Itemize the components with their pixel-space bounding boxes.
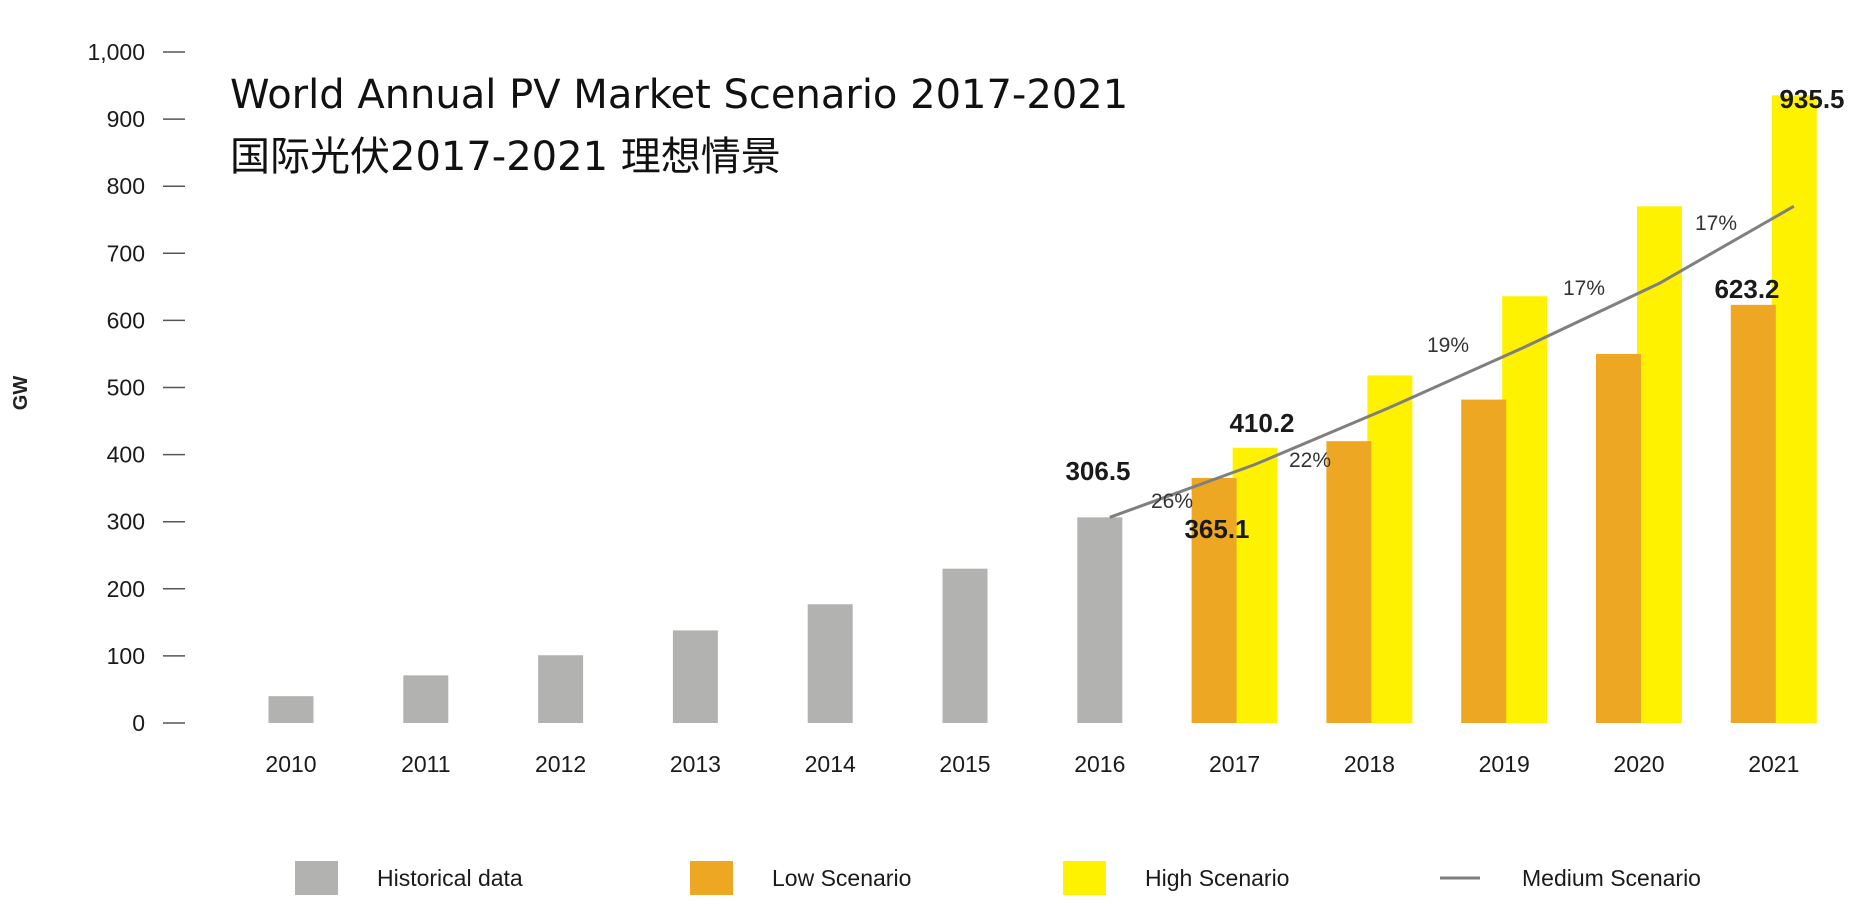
high-scenario-bar: [1502, 296, 1548, 723]
x-tick-label: 2018: [1344, 751, 1395, 777]
y-tick-label: 200: [107, 576, 145, 602]
growth-label: 19%: [1427, 334, 1469, 357]
y-tick-label: 800: [107, 173, 145, 199]
y-axis: 0 100 200 300 400 500 600 700 800 900 1,000: [87, 39, 185, 736]
historical-bar: [1077, 517, 1123, 723]
legend-label: Medium Scenario: [1522, 865, 1701, 891]
x-axis: 2010 2011 2012 2013 2014 2015 2016 2017 2018 2019…: [265, 751, 1799, 777]
historical-bar: [807, 604, 853, 723]
x-tick-label: 2014: [805, 751, 856, 777]
legend-swatch: [1063, 861, 1106, 895]
x-tick-label: 2013: [670, 751, 721, 777]
y-tick-label: 300: [107, 509, 145, 535]
legend-swatch: [295, 861, 338, 895]
historical-bar: [538, 655, 584, 723]
high-scenario-bar: [1637, 206, 1682, 723]
y-tick-label: 100: [107, 643, 145, 669]
low-scenario-bar: [1730, 304, 1776, 723]
x-tick-label: 2021: [1748, 751, 1799, 777]
x-tick-label: 2016: [1074, 751, 1125, 777]
data-label: 306.5: [1065, 456, 1130, 486]
data-label: 623.2: [1714, 274, 1779, 304]
low-scenario-bar: [1461, 399, 1507, 723]
y-tick-label: 500: [107, 375, 145, 401]
data-label: 935.5: [1779, 84, 1844, 114]
historical-bar: [403, 675, 449, 723]
historical-bar: [942, 568, 988, 723]
high-scenario-bar: [1232, 447, 1278, 723]
legend-label: High Scenario: [1145, 865, 1289, 891]
growth-label: 17%: [1563, 277, 1605, 300]
medium-scenario-line-group: [1109, 205, 1795, 519]
x-tick-label: 2012: [535, 751, 586, 777]
high-scenario-bar: [1771, 95, 1817, 724]
x-tick-label: 2017: [1209, 751, 1260, 777]
historical-bar: [672, 630, 718, 723]
x-tick-label: 2011: [401, 751, 450, 777]
chart-title: World Annual PV Market Scenario 2017-202…: [230, 72, 1128, 118]
legend-label: Historical data: [377, 865, 523, 891]
x-tick-label: 2019: [1479, 751, 1530, 777]
y-tick-label: 700: [107, 240, 145, 266]
y-axis-label: GW: [10, 376, 32, 411]
x-tick-label: 2020: [1613, 751, 1664, 777]
legend-swatch: [690, 861, 733, 895]
data-label: 410.2: [1229, 408, 1294, 438]
legend: Historical data Low Scenario High Scenario…: [295, 861, 1701, 895]
medium-scenario-line: [1109, 205, 1795, 519]
low-scenario-bar: [1596, 353, 1641, 723]
growth-label: 17%: [1695, 212, 1737, 235]
x-tick-label: 2010: [265, 751, 316, 777]
low-scenario-bar: [1191, 478, 1237, 723]
historical-bar: [268, 696, 314, 723]
data-labels: 306.5 410.2 365.1 935.5 623.2 26% 22% 19% 17% 17%: [1065, 84, 1844, 544]
chart-subtitle: 国际光伏2017-2021 理想情景: [230, 134, 781, 180]
legend-label: Low Scenario: [772, 865, 911, 891]
data-label: 365.1: [1184, 514, 1249, 544]
y-tick-label: 600: [107, 307, 145, 333]
growth-label: 26%: [1151, 490, 1193, 513]
y-tick-label: 1,000: [87, 39, 145, 65]
y-tick-label: 0: [132, 710, 145, 736]
low-scenario-bar: [1326, 441, 1372, 723]
x-tick-label: 2015: [939, 751, 990, 777]
growth-label: 22%: [1289, 449, 1331, 472]
high-scenario-bar: [1367, 375, 1413, 723]
y-tick-label: 900: [107, 106, 145, 132]
bars: [268, 95, 1817, 724]
y-tick-label: 400: [107, 442, 145, 468]
